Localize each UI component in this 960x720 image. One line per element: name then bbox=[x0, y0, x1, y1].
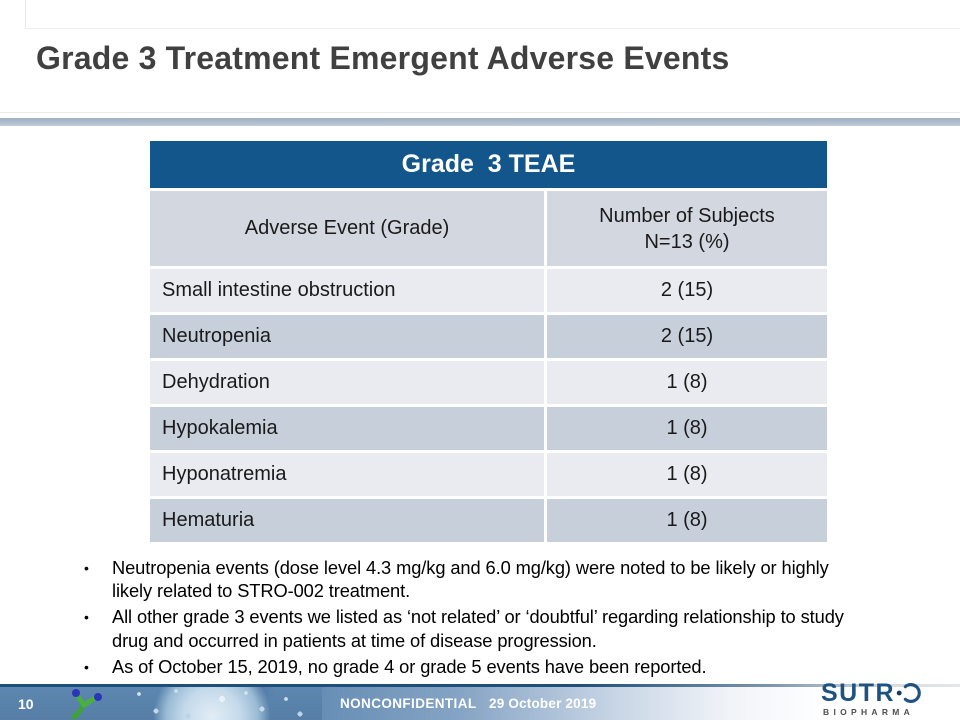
adverse-event-name: Hypokalemia bbox=[150, 407, 544, 450]
column-header-subjects-line2: N=13 (%) bbox=[644, 230, 730, 253]
bullet-text: As of October 15, 2019, no grade 4 or gr… bbox=[112, 655, 707, 677]
adverse-events-table: Grade 3 TEAE Adverse Event (Grade) Numbe… bbox=[150, 141, 827, 542]
logo-wordmark: SUTR bbox=[821, 678, 923, 707]
confidentiality-label: NONCONFIDENTIAL bbox=[340, 696, 477, 711]
bullet-text: Neutropenia events (dose level 4.3 mg/kg… bbox=[112, 557, 829, 602]
logo-subtext: BIOPHARMA bbox=[823, 707, 915, 717]
sutro-biopharma-logo: SUTR BIOPHARMA bbox=[821, 678, 937, 717]
adverse-event-name: Hyponatremia bbox=[150, 453, 544, 496]
list-item: • As of October 15, 2019, no grade 4 or … bbox=[84, 655, 870, 678]
table-row: Dehydration 1 (8) bbox=[150, 361, 827, 404]
table-row: Small intestine obstruction 2 (15) bbox=[150, 269, 827, 312]
logo-text: SUTR bbox=[821, 678, 896, 707]
subject-count: 1 (8) bbox=[547, 361, 827, 404]
table-row: Hematuria 1 (8) bbox=[150, 499, 827, 542]
column-header-subjects: Number of Subjects N=13 (%) bbox=[547, 191, 827, 266]
table-title: Grade 3 TEAE bbox=[150, 141, 827, 188]
adverse-event-name: Dehydration bbox=[150, 361, 544, 404]
bullet-text: All other grade 3 events we listed as ‘n… bbox=[112, 606, 844, 651]
bullet-icon: • bbox=[84, 658, 89, 675]
column-header-adverse-event: Adverse Event (Grade) bbox=[150, 191, 544, 266]
title-underline-faint bbox=[0, 112, 960, 113]
subject-count: 1 (8) bbox=[547, 407, 827, 450]
list-item: • All other grade 3 events we listed as … bbox=[84, 605, 870, 651]
table-row: Hypokalemia 1 (8) bbox=[150, 407, 827, 450]
footer-date: 29 October 2019 bbox=[489, 696, 597, 711]
molecule-photo bbox=[0, 687, 322, 720]
bullet-icon: • bbox=[84, 560, 89, 576]
adverse-event-name: Small intestine obstruction bbox=[150, 269, 544, 312]
adverse-event-name: Hematuria bbox=[150, 499, 544, 542]
subject-count: 2 (15) bbox=[547, 315, 827, 358]
antibody-icon bbox=[71, 689, 102, 719]
column-header-subjects-line1: Number of Subjects bbox=[599, 204, 775, 227]
adverse-event-name: Neutropenia bbox=[150, 315, 544, 358]
subject-count: 2 (15) bbox=[547, 269, 827, 312]
logo-o-icon bbox=[896, 683, 921, 703]
list-item: • Neutropenia events (dose level 4.3 mg/… bbox=[84, 556, 870, 602]
bullet-icon: • bbox=[84, 609, 89, 626]
placeholder-border-horizontal bbox=[25, 28, 960, 29]
notes-list: • Neutropenia events (dose level 4.3 mg/… bbox=[84, 556, 870, 681]
footer-top-rule bbox=[0, 684, 960, 687]
table-row: Neutropenia 2 (15) bbox=[150, 315, 827, 358]
table-column-header-row: Adverse Event (Grade) Number of Subjects… bbox=[150, 191, 827, 266]
page-number: 10 bbox=[18, 695, 34, 712]
placeholder-border-vertical bbox=[25, 0, 26, 28]
table-row: Hyponatremia 1 (8) bbox=[150, 453, 827, 496]
subject-count: 1 (8) bbox=[547, 453, 827, 496]
subject-count: 1 (8) bbox=[547, 499, 827, 542]
title-divider bbox=[0, 118, 960, 126]
page-title: Grade 3 Treatment Emergent Adverse Event… bbox=[36, 40, 730, 76]
